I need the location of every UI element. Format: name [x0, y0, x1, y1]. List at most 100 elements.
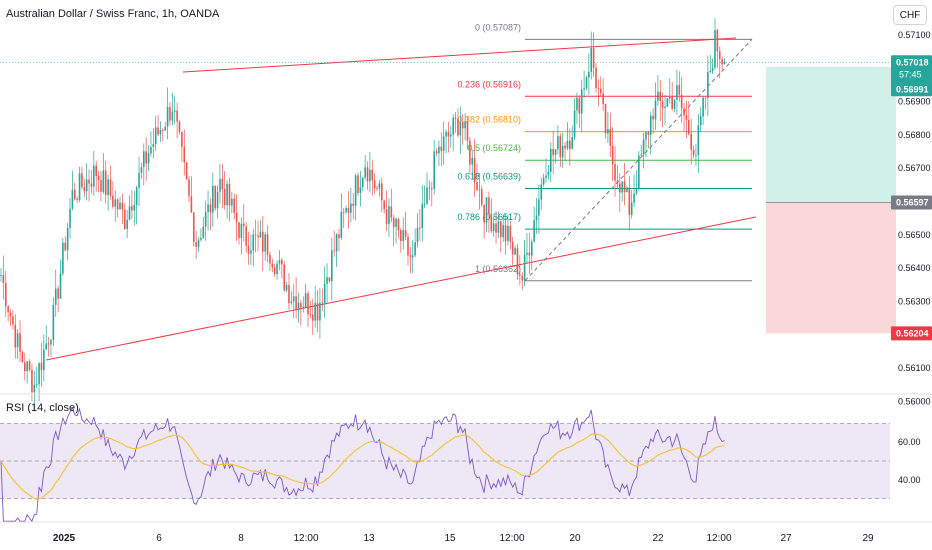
- candle-body: [635, 188, 638, 194]
- candle-body: [240, 223, 243, 239]
- price-tick-label: 0.56400: [898, 263, 931, 273]
- candle-body: [707, 71, 709, 99]
- candle-body: [407, 236, 409, 256]
- candle-body: [423, 204, 426, 205]
- candle-body: [162, 130, 164, 131]
- candle-body: [426, 187, 428, 205]
- candle-body: [685, 115, 688, 120]
- candle-body: [716, 30, 719, 52]
- time-tick-label: 6: [156, 533, 162, 544]
- candle-body: [264, 234, 266, 252]
- candle-body: [692, 149, 695, 156]
- candle-body: [602, 93, 604, 104]
- candle-body: [235, 212, 238, 223]
- candle-body: [557, 136, 559, 150]
- candle-body: [173, 110, 176, 112]
- candle-body: [457, 118, 459, 136]
- candle-body: [464, 121, 466, 129]
- candle-body: [154, 127, 157, 145]
- candle-body: [376, 187, 378, 189]
- highlight-price-tag: [891, 82, 932, 97]
- candle-body: [138, 172, 140, 188]
- candle-body: [607, 129, 609, 134]
- candle-body: [378, 183, 381, 189]
- candle-body: [590, 48, 593, 72]
- fib-level-label: 0.236 (0.56916): [457, 79, 521, 89]
- candle-body: [271, 263, 274, 268]
- candle-body: [514, 248, 516, 255]
- candle-body: [76, 199, 78, 201]
- candle-body: [409, 255, 412, 258]
- candle-body: [2, 275, 5, 283]
- candle-body: [28, 361, 31, 370]
- candle-body: [85, 179, 88, 192]
- candle-body: [597, 88, 600, 89]
- lower-trendline: [45, 216, 757, 361]
- candle-body: [559, 136, 562, 158]
- candle-body: [328, 277, 331, 282]
- candle-body: [300, 302, 302, 308]
- price-axis: 0.57100 0.56900 0.56800 0.56700 0.56500 0.564…: [891, 30, 932, 406]
- candle-body: [33, 384, 36, 393]
- candle-body: [331, 250, 333, 282]
- candle-body: [43, 349, 45, 370]
- candle-body: [526, 252, 528, 255]
- candle-body: [445, 131, 447, 137]
- candle-body: [485, 197, 488, 223]
- candle-body: [95, 165, 97, 176]
- candle-body: [452, 117, 454, 135]
- price-tick-label: 0.57100: [898, 30, 931, 40]
- candle-body: [428, 187, 431, 189]
- candle-body: [402, 230, 405, 242]
- price-tick-label: 0.56900: [898, 97, 931, 107]
- candle-body: [0, 275, 2, 276]
- candle-body: [114, 199, 117, 207]
- candle-body: [212, 185, 214, 213]
- candle-body: [252, 234, 255, 251]
- candle-body: [447, 131, 450, 137]
- candle-body: [214, 185, 216, 209]
- candle-body: [668, 96, 671, 99]
- candle-body: [592, 48, 595, 68]
- candle-body: [673, 99, 676, 109]
- candle-body: [276, 263, 278, 275]
- candle-body: [461, 122, 464, 129]
- candle-body: [54, 288, 57, 305]
- candle-body: [709, 70, 712, 72]
- candle-body: [242, 223, 245, 227]
- highlight-price-tag-text: 0.56991: [896, 84, 929, 94]
- candle-body: [671, 96, 673, 109]
- candle-body: [714, 30, 716, 68]
- currency-button[interactable]: CHF: [893, 5, 927, 25]
- candle-body: [126, 219, 128, 230]
- candle-body: [178, 121, 181, 132]
- candle-body: [711, 67, 714, 71]
- candle-body: [228, 183, 231, 206]
- time-tick-label: 20: [569, 533, 581, 544]
- candle-body: [88, 179, 90, 184]
- candle-body: [604, 103, 607, 134]
- candle-body: [497, 221, 500, 233]
- time-tick-label: 15: [444, 533, 456, 544]
- candle-body: [535, 215, 538, 221]
- candle-body: [200, 238, 202, 240]
- candle-body: [640, 154, 643, 156]
- candle-body: [321, 302, 324, 304]
- candle-body: [45, 343, 48, 350]
- candle-body: [450, 134, 452, 137]
- candle-body: [704, 97, 707, 99]
- candle-body: [143, 151, 145, 168]
- candle-body: [309, 314, 312, 315]
- candle-body: [50, 339, 52, 345]
- candle-body: [35, 384, 38, 386]
- candle-body: [83, 187, 86, 192]
- candle-body: [721, 59, 723, 65]
- candle-body: [307, 293, 309, 315]
- candle-body: [614, 164, 616, 181]
- candle-body: [549, 148, 552, 173]
- candle-body: [666, 98, 669, 107]
- candle-body: [266, 234, 269, 255]
- candle-body: [185, 162, 188, 180]
- candle-body: [24, 362, 26, 372]
